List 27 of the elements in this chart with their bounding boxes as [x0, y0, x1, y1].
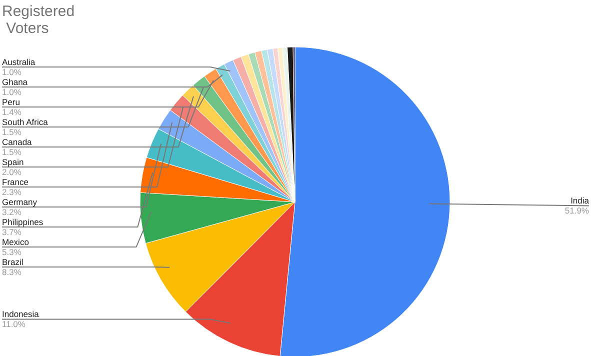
data-label: 2.0%	[2, 166, 22, 177]
slice-label: South Africa	[2, 116, 48, 127]
data-label: 1.5%	[2, 146, 22, 157]
data-label: 3.7%	[2, 226, 22, 237]
slice-label: Mexico	[2, 236, 30, 247]
slice-label: Canada	[2, 136, 32, 147]
slice-label: Philippines	[2, 216, 44, 227]
chart-title: Registered Voters	[2, 3, 75, 37]
slice-label: Ghana	[2, 76, 28, 87]
data-label: 8.3%	[2, 266, 22, 277]
data-label: 1.0%	[2, 86, 22, 97]
data-label: 3.2%	[2, 206, 22, 217]
slice-label: Brazil	[2, 256, 24, 267]
slice-label: India	[570, 196, 590, 206]
data-label: 5.3%	[2, 246, 22, 257]
slice-label: France	[2, 176, 29, 187]
slice-label: Australia	[2, 56, 36, 67]
slice-label: Indonesia	[2, 309, 40, 320]
data-label: 51.9%	[564, 206, 590, 216]
data-label: 2.3%	[2, 186, 22, 197]
slice-label: Germany	[2, 196, 38, 207]
data-label: 1.0%	[2, 66, 22, 77]
data-label: 11.0%	[2, 319, 26, 330]
data-label: 1.4%	[2, 106, 22, 117]
data-label: 1.5%	[2, 126, 22, 137]
slice-label: Spain	[2, 156, 24, 167]
slice-label: Peru	[2, 96, 20, 107]
